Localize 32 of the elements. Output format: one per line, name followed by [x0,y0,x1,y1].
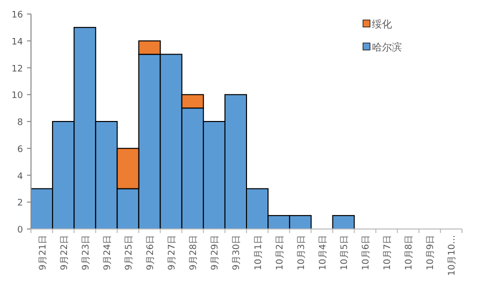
y-tick-label: 6 [17,144,24,155]
x-tick-label: 10月2日 [275,235,286,270]
y-tick-label: 8 [17,118,24,128]
x-tick-label: 10月8日 [404,235,415,270]
x-tick-label: 10月4日 [318,235,328,270]
x-tick-label: 9月26日 [146,235,156,270]
bar [332,215,355,230]
x-tick-label: 10月1日 [254,235,264,270]
y-tick-label: 12 [12,64,23,74]
legend-label: 哈尔滨 [372,42,402,54]
x-tick-label: 10月6日 [362,235,372,270]
x-tick-label: 9月29日 [210,235,221,270]
x-tick-label: 10月9日 [426,235,436,270]
x-tick-label: 9月27日 [168,235,178,270]
y-tick-label: 0 [17,226,24,236]
x-tick-label: 9月22日 [60,235,70,270]
x-tick-label: 9月24日 [102,235,113,270]
x-tick-label: 10月5日 [340,235,350,270]
y-tick-label: 4 [17,172,24,182]
y-tick-label: 14 [12,37,24,48]
legend-label: 绥化 [372,18,392,30]
x-tick-label: 10月3日 [296,235,307,270]
x-tick-label: 9月21日 [38,235,48,270]
y-tick-label: 2 [17,198,23,209]
x-tick-label: 9月28日 [189,235,200,270]
x-tick-label: 9月23日 [81,235,92,270]
x-tick-label: 9月25日 [124,235,134,270]
x-tick-label: 10月10… [448,235,458,276]
x-tick-label: 9月30日 [232,235,242,270]
x-tick-label: 10月7日 [383,235,394,270]
y-tick-label: 10 [12,91,24,102]
y-tick-label: 16 [12,10,24,20]
